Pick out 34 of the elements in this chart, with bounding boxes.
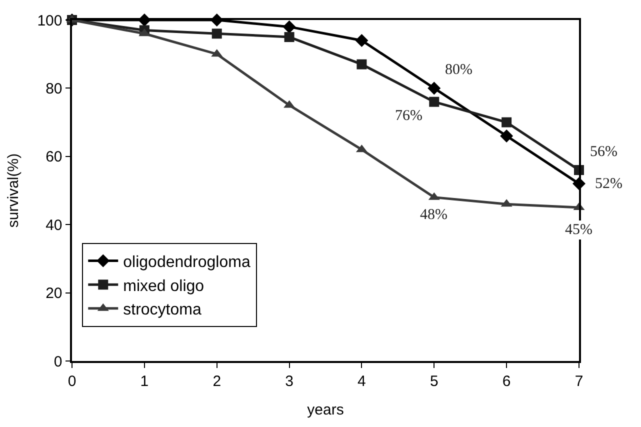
x-tick-label: 5 (430, 372, 438, 390)
x-tick-label: 2 (212, 372, 222, 390)
legend-label: strocytoma (123, 302, 202, 319)
data-label: 45% (565, 222, 592, 238)
x-tick-label: 6 (502, 372, 511, 390)
data-label: 76% (395, 108, 422, 124)
y-tick-label: 20 (46, 285, 62, 302)
point (355, 34, 368, 47)
x-tick-label: 3 (285, 372, 294, 390)
y-tick-label: 80 (46, 80, 62, 98)
y-tick-label: 0 (54, 353, 62, 370)
point (284, 32, 294, 42)
data-label: 56% (590, 144, 618, 160)
x-tick-label: 1 (140, 372, 149, 390)
point (212, 28, 222, 39)
y-tick-label: 40 (46, 216, 62, 234)
data-label: 52% (595, 176, 622, 192)
x-axis-title: years (307, 401, 344, 418)
legend-label: oligodendrogloma (123, 254, 250, 272)
x-tick-label: 0 (68, 372, 76, 390)
x-tick-label: 7 (574, 372, 584, 390)
y-tick-label: 60 (46, 148, 62, 166)
data-label: 80% (445, 62, 472, 78)
point (500, 129, 514, 142)
y-tick-label: 100 (37, 12, 62, 30)
point (502, 117, 512, 128)
legend-label: mixed oligo (123, 278, 204, 295)
point (428, 82, 441, 95)
x-tick-label: 4 (358, 372, 366, 390)
point (429, 96, 440, 107)
data-label: 48% (420, 207, 448, 223)
point (282, 20, 296, 34)
y-axis-title: survival(%) (4, 153, 22, 228)
point (356, 59, 367, 70)
